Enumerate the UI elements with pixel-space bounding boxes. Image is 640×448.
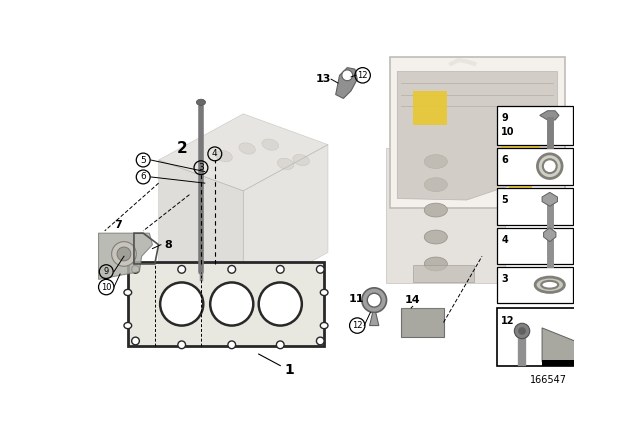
Polygon shape bbox=[543, 228, 556, 241]
FancyBboxPatch shape bbox=[128, 262, 324, 346]
Text: 6: 6 bbox=[140, 172, 146, 181]
Circle shape bbox=[316, 266, 324, 273]
Text: 8: 8 bbox=[164, 240, 173, 250]
Circle shape bbox=[316, 337, 324, 345]
FancyBboxPatch shape bbox=[509, 176, 532, 195]
FancyBboxPatch shape bbox=[413, 265, 474, 282]
Circle shape bbox=[178, 341, 186, 349]
Ellipse shape bbox=[424, 203, 447, 217]
Circle shape bbox=[178, 266, 186, 273]
Ellipse shape bbox=[292, 155, 309, 166]
Text: 3: 3 bbox=[198, 163, 204, 172]
Ellipse shape bbox=[124, 323, 132, 329]
Circle shape bbox=[538, 154, 562, 178]
Circle shape bbox=[543, 159, 557, 173]
Ellipse shape bbox=[277, 158, 294, 169]
Ellipse shape bbox=[210, 282, 253, 326]
Circle shape bbox=[132, 266, 140, 273]
Ellipse shape bbox=[424, 155, 447, 168]
FancyBboxPatch shape bbox=[497, 267, 573, 303]
Circle shape bbox=[362, 288, 387, 313]
FancyBboxPatch shape bbox=[497, 188, 573, 225]
Polygon shape bbox=[542, 328, 580, 362]
Polygon shape bbox=[336, 68, 357, 99]
FancyBboxPatch shape bbox=[497, 148, 573, 185]
Text: 11: 11 bbox=[349, 293, 364, 304]
Polygon shape bbox=[369, 313, 379, 326]
Circle shape bbox=[276, 266, 284, 273]
Text: 5: 5 bbox=[140, 155, 146, 164]
Circle shape bbox=[276, 341, 284, 349]
Circle shape bbox=[117, 247, 131, 261]
Ellipse shape bbox=[160, 282, 204, 326]
Circle shape bbox=[132, 337, 140, 345]
Text: 9: 9 bbox=[104, 267, 109, 276]
Ellipse shape bbox=[320, 323, 328, 329]
Ellipse shape bbox=[535, 277, 564, 293]
Text: 10: 10 bbox=[501, 127, 515, 137]
FancyBboxPatch shape bbox=[401, 308, 444, 337]
Text: 166547: 166547 bbox=[530, 375, 566, 385]
Text: 2: 2 bbox=[177, 141, 188, 156]
FancyBboxPatch shape bbox=[497, 228, 573, 264]
Circle shape bbox=[342, 70, 353, 81]
Ellipse shape bbox=[541, 281, 558, 289]
Text: 3: 3 bbox=[501, 274, 508, 284]
Circle shape bbox=[111, 241, 136, 266]
Text: 9: 9 bbox=[501, 113, 508, 123]
Polygon shape bbox=[159, 160, 243, 299]
FancyBboxPatch shape bbox=[390, 57, 565, 208]
Text: 4: 4 bbox=[501, 235, 508, 245]
Circle shape bbox=[367, 293, 381, 307]
Ellipse shape bbox=[424, 257, 447, 271]
Text: 10: 10 bbox=[101, 283, 111, 292]
Polygon shape bbox=[243, 145, 328, 299]
Text: 7: 7 bbox=[115, 220, 122, 230]
FancyBboxPatch shape bbox=[542, 360, 580, 366]
Ellipse shape bbox=[320, 289, 328, 296]
Circle shape bbox=[228, 341, 236, 349]
Circle shape bbox=[518, 327, 526, 335]
Text: 12: 12 bbox=[357, 71, 368, 80]
Text: 6: 6 bbox=[501, 155, 508, 164]
Ellipse shape bbox=[259, 282, 302, 326]
Ellipse shape bbox=[239, 143, 255, 154]
FancyBboxPatch shape bbox=[413, 91, 447, 125]
Polygon shape bbox=[99, 233, 152, 280]
Ellipse shape bbox=[424, 230, 447, 244]
Ellipse shape bbox=[216, 151, 232, 162]
FancyBboxPatch shape bbox=[497, 106, 573, 145]
Text: 1: 1 bbox=[285, 363, 294, 377]
Text: 4: 4 bbox=[212, 149, 218, 158]
Polygon shape bbox=[540, 111, 559, 120]
Ellipse shape bbox=[196, 99, 205, 105]
Text: 12: 12 bbox=[352, 321, 362, 330]
Text: 13: 13 bbox=[316, 74, 331, 84]
Text: 12: 12 bbox=[501, 315, 515, 326]
Ellipse shape bbox=[424, 178, 447, 192]
Ellipse shape bbox=[124, 289, 132, 296]
FancyBboxPatch shape bbox=[501, 118, 540, 152]
Circle shape bbox=[515, 323, 530, 339]
Polygon shape bbox=[397, 72, 557, 200]
Ellipse shape bbox=[262, 139, 278, 150]
Polygon shape bbox=[159, 114, 328, 191]
FancyBboxPatch shape bbox=[386, 148, 505, 283]
Text: 5: 5 bbox=[501, 195, 508, 205]
Polygon shape bbox=[542, 192, 557, 206]
Circle shape bbox=[228, 266, 236, 273]
FancyBboxPatch shape bbox=[497, 308, 611, 366]
Text: 14: 14 bbox=[405, 295, 420, 305]
